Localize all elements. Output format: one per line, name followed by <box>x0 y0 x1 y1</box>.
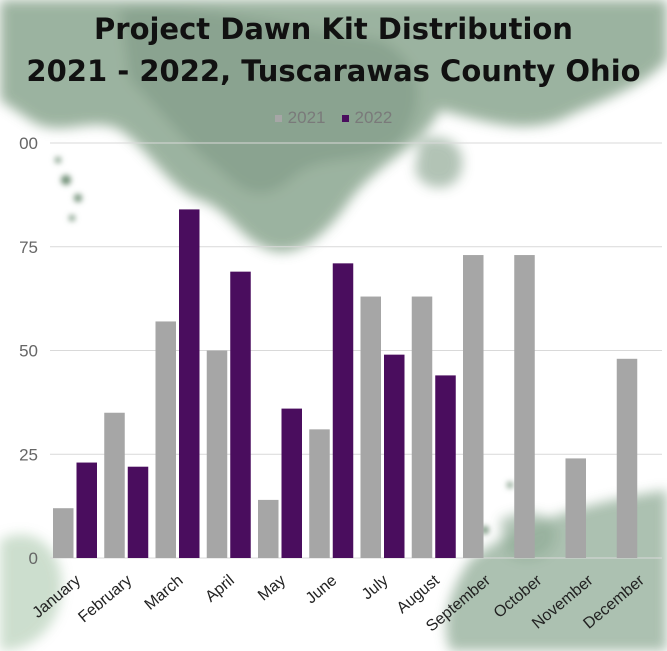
bar-2021-january <box>53 508 74 558</box>
x-tick-label: March <box>142 572 187 614</box>
y-tick-label: 0 <box>29 549 38 568</box>
y-tick-label: 75 <box>19 238 38 257</box>
legend-item-2021: 2021 <box>274 108 326 128</box>
bar-2021-june <box>309 429 330 558</box>
legend-label-2021: 2021 <box>287 108 326 127</box>
x-tick-label: May <box>255 572 289 604</box>
bar-2021-february <box>104 412 125 558</box>
bar-2022-february <box>127 466 149 558</box>
bar-2022-august <box>435 375 456 558</box>
chart-title: Project Dawn Kit Distribution <box>94 12 573 46</box>
bar-2022-march <box>179 209 200 558</box>
legend-label-2022: 2022 <box>354 108 393 127</box>
bar-2021-august <box>411 296 433 558</box>
x-tick-label: July <box>359 572 392 603</box>
y-tick-label: 25 <box>19 445 38 464</box>
bar-2021-november <box>565 458 586 558</box>
bar-2021-april <box>206 350 228 558</box>
bar-2022-january <box>76 462 97 558</box>
bar-2021-december <box>616 358 638 558</box>
legend-swatch-2021 <box>274 114 282 122</box>
bar-2021-march <box>155 321 176 558</box>
x-tick-label: June <box>303 572 341 607</box>
bar-2022-june <box>332 263 354 558</box>
y-tick-label: 00 <box>19 134 38 153</box>
bar-2022-april <box>230 271 251 558</box>
bar-2021-september <box>463 255 484 559</box>
x-tick-label: February <box>75 572 135 626</box>
chart-legend: 2021 2022 <box>0 108 667 128</box>
bar-2022-july <box>384 354 405 558</box>
x-tick-label: August <box>394 572 444 617</box>
bar-2021-october <box>514 255 535 559</box>
bar-2021-may <box>258 499 279 558</box>
bar-2021-july <box>360 296 381 558</box>
y-tick-label: 50 <box>19 342 38 361</box>
legend-swatch-2022 <box>341 114 349 122</box>
bar-2022-may <box>281 408 302 558</box>
chart-subtitle: 2021 - 2022, Tuscarawas County Ohio <box>26 54 641 88</box>
legend-item-2022: 2022 <box>341 108 393 128</box>
x-tick-label: April <box>202 572 237 606</box>
